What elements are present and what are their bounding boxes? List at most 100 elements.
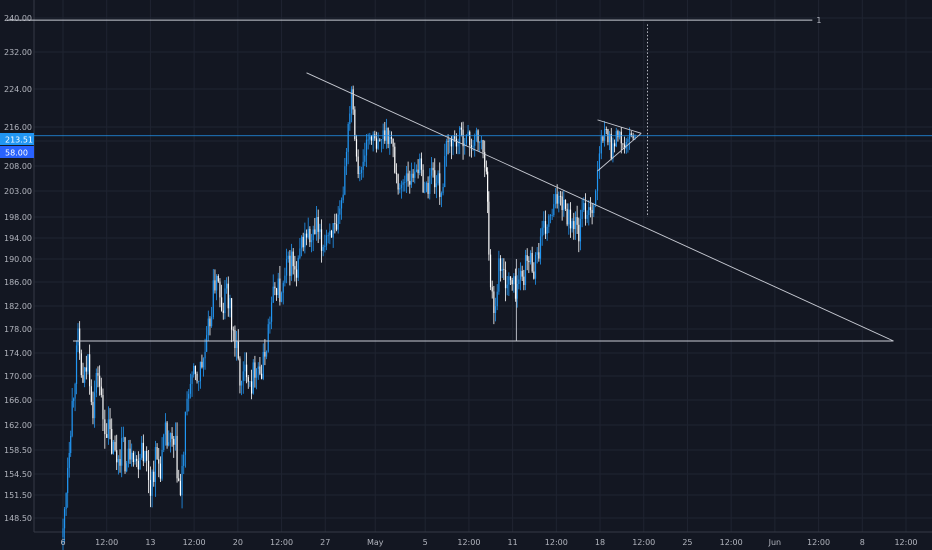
candle-body: [144, 450, 146, 462]
candle-body: [109, 419, 111, 430]
price-tick-label: 170.00: [4, 372, 32, 381]
time-tick-label: 11: [508, 538, 518, 547]
candle-body: [217, 275, 219, 282]
candle-body: [404, 181, 406, 183]
candle-body: [593, 205, 595, 214]
candle-body: [272, 286, 274, 303]
candle-body: [538, 252, 540, 259]
candle-body: [285, 259, 288, 276]
candle-body: [124, 437, 126, 472]
candle-body: [357, 156, 359, 175]
candle-body: [131, 452, 133, 460]
candle-body: [410, 173, 413, 185]
candle-body: [374, 134, 376, 139]
candles-layer: [62, 85, 636, 550]
candle-body: [65, 493, 67, 510]
candle-body: [578, 224, 580, 242]
candle-body: [491, 287, 493, 292]
candle-body: [231, 298, 233, 330]
candle-body: [485, 167, 487, 172]
candle-body: [280, 292, 283, 302]
candle-body: [395, 172, 398, 175]
candle-body: [212, 280, 214, 318]
candle-body: [340, 200, 343, 209]
candle-body: [415, 169, 418, 172]
candle-body: [287, 255, 289, 260]
candle-body: [295, 269, 298, 278]
candle-body: [352, 89, 354, 110]
candle-body: [579, 218, 582, 242]
candle-body: [440, 193, 443, 197]
candle-body: [62, 528, 64, 538]
candle-body: [259, 366, 261, 374]
candle-body: [349, 113, 351, 124]
candle-body: [264, 351, 266, 357]
candle-body: [209, 318, 211, 327]
candle-body: [493, 291, 495, 313]
candle-body: [320, 229, 323, 251]
candle-body: [141, 442, 143, 458]
candle-body: [412, 173, 414, 178]
candle-body: [508, 276, 510, 285]
candle-body: [122, 437, 124, 439]
candle-body: [581, 209, 583, 219]
candle-body: [561, 196, 563, 211]
candle-body: [183, 454, 185, 466]
candle-body: [449, 139, 451, 142]
candle-body: [405, 173, 408, 182]
candle-body: [68, 452, 70, 468]
candle-body: [319, 229, 321, 232]
pennant-upper-line[interactable]: [597, 119, 642, 134]
time-tick-label: 18: [595, 538, 605, 547]
candle-body: [156, 447, 158, 460]
time-tick-label: 5: [423, 538, 428, 547]
candle-body: [630, 133, 632, 136]
candle-body: [275, 288, 278, 296]
descending-trendline[interactable]: [306, 72, 894, 342]
candle-body: [534, 254, 537, 279]
candle-body: [332, 223, 334, 238]
candle-body: [330, 230, 333, 238]
pennant-lower-line[interactable]: [597, 132, 642, 172]
candle-body: [188, 393, 190, 399]
candle-body: [111, 429, 113, 454]
candle-body: [399, 188, 401, 190]
candle-body: [439, 173, 441, 197]
candle-body: [132, 452, 134, 463]
candle-body: [430, 167, 433, 176]
candle-body: [620, 131, 622, 144]
candle-body: [360, 169, 363, 173]
time-axis[interactable]: 6 12:00 13 12:00 20 12:00 27 May 5 12:00 11 12:00 18…: [60, 538, 917, 547]
candle-body: [74, 383, 76, 399]
candle-body: [80, 353, 82, 376]
horizontal-line-label: 1: [816, 16, 821, 25]
candle-body: [112, 441, 114, 454]
candle-body: [302, 236, 304, 248]
candle-body: [299, 248, 301, 258]
candle-body: [139, 457, 141, 470]
candle-body: [277, 278, 279, 296]
candle-body: [539, 236, 542, 259]
candle-body: [489, 254, 492, 288]
candle-body: [204, 351, 206, 359]
candle-body: [583, 203, 585, 210]
candle-body: [191, 374, 193, 384]
candle-body: [452, 136, 454, 147]
candle-body: [584, 203, 587, 219]
candle-body: [559, 195, 562, 197]
candle-body: [494, 306, 497, 313]
candle-body: [414, 171, 416, 178]
time-tick-label: 12:00: [545, 538, 568, 547]
drawings-layer[interactable]: [6, 19, 932, 342]
candle-body: [462, 129, 464, 147]
candle-body: [402, 182, 404, 185]
price-tick-label: 151.50: [4, 491, 32, 500]
candle-body: [198, 381, 200, 382]
candle-body: [576, 217, 578, 225]
time-tick-label: 27: [320, 538, 330, 547]
candle-body: [262, 351, 264, 379]
candle-body: [114, 441, 116, 451]
candle-body: [127, 448, 129, 464]
candle-body: [553, 204, 555, 216]
